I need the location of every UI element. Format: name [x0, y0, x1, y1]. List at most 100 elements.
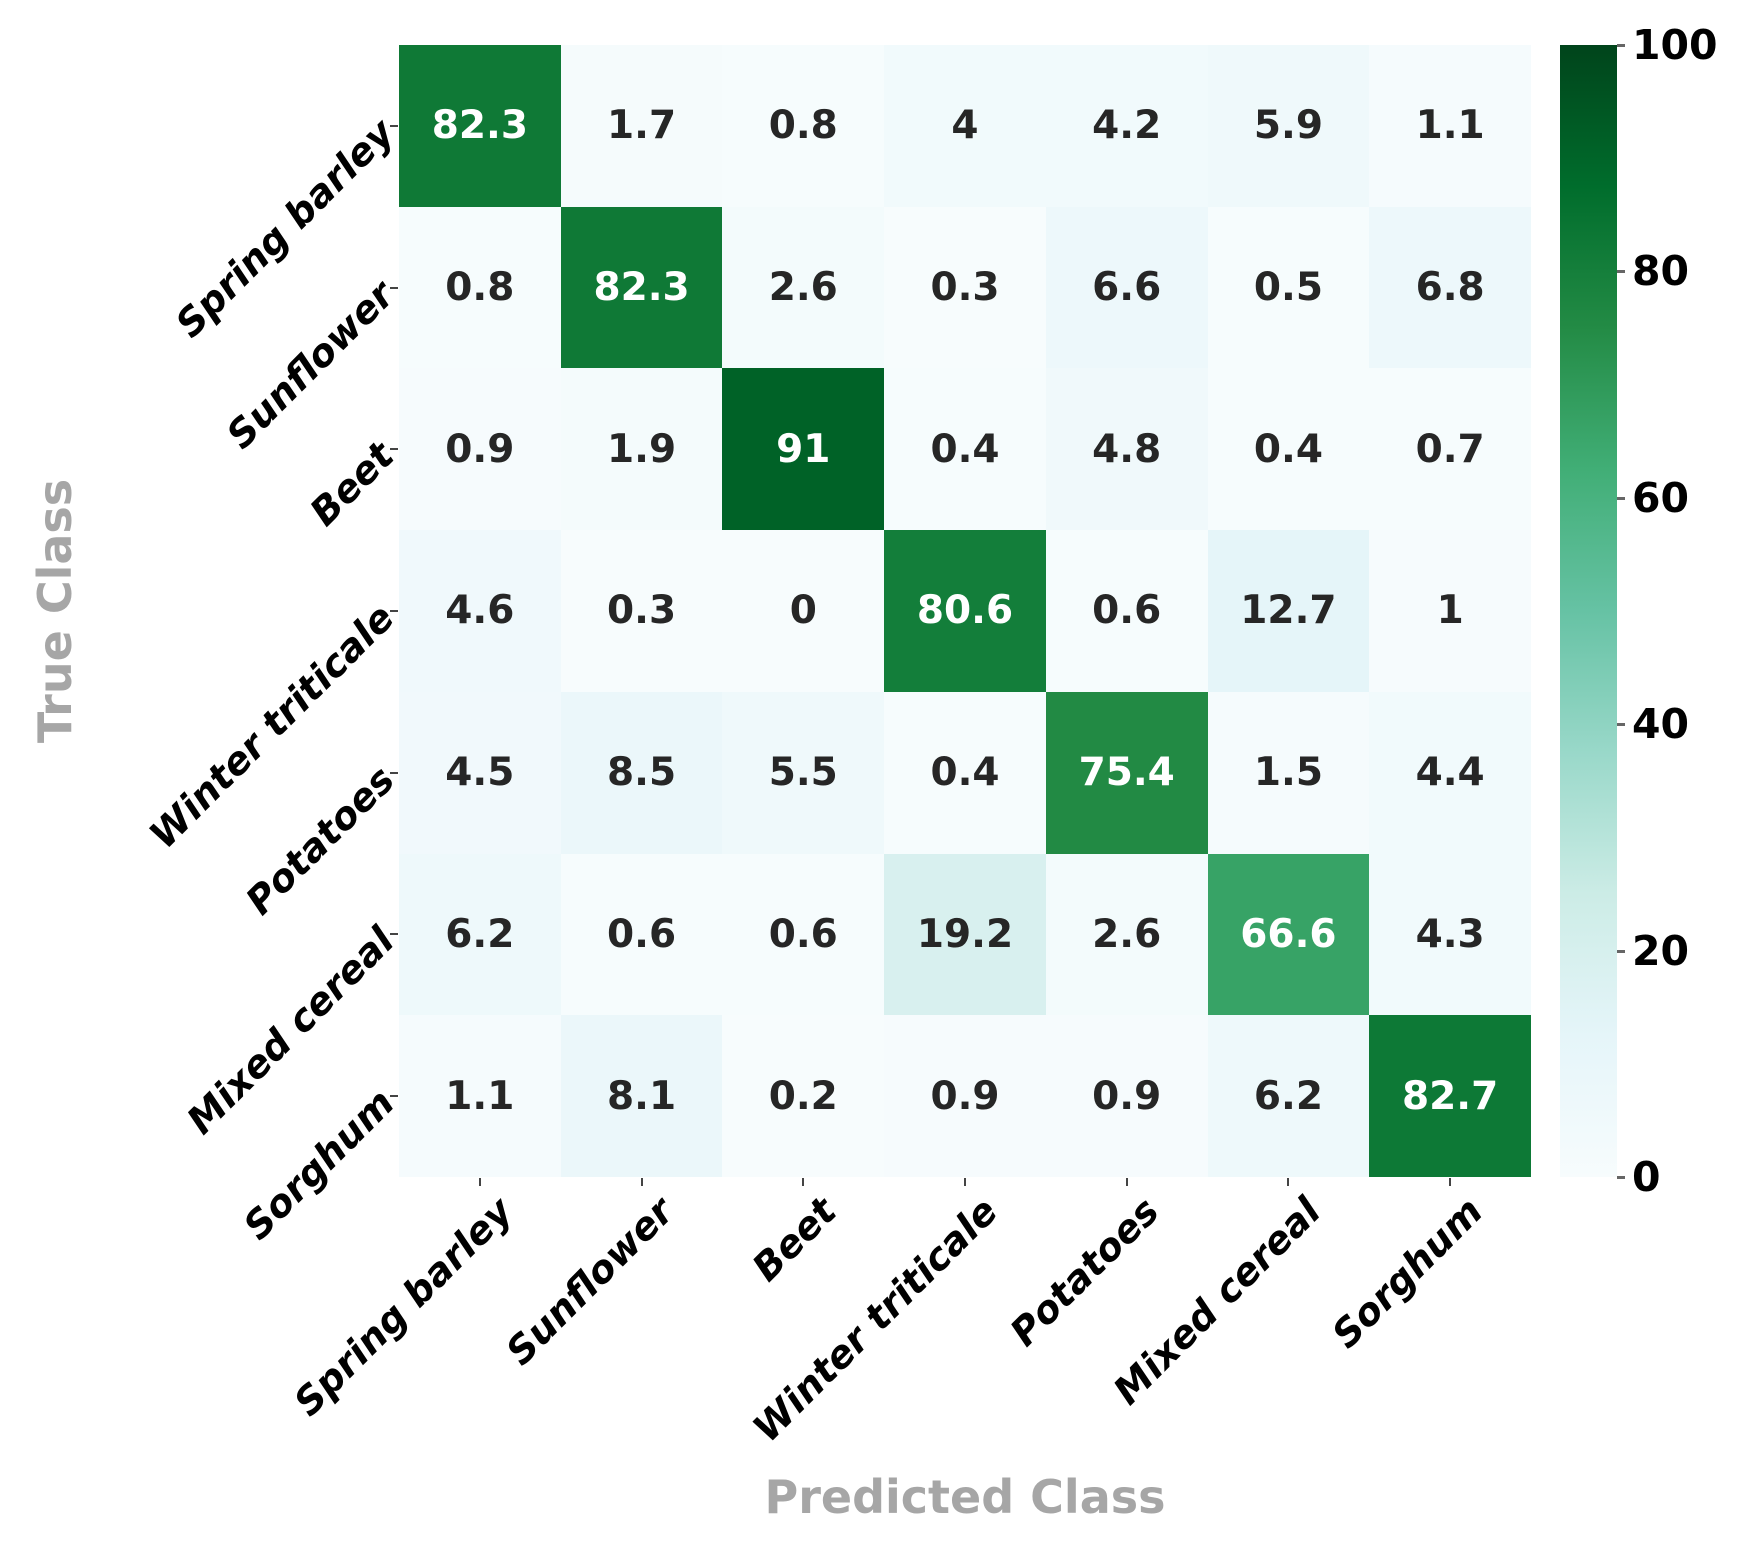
- y-axis-title: True Class: [28, 478, 82, 744]
- cell-value: 66.6: [1240, 911, 1337, 957]
- cell-value: 6.2: [1253, 1073, 1323, 1119]
- cell-value: 2.6: [1092, 911, 1162, 957]
- heatmap-cell: 4.8: [1045, 368, 1208, 531]
- heatmap-cell: 82.3: [560, 206, 723, 369]
- heatmap-cell: 5.5: [722, 691, 885, 854]
- cell-value: 1.1: [445, 1073, 515, 1119]
- y-axis-title-wrap: True Class: [20, 45, 90, 1177]
- colorbar-tick-mark: [1617, 949, 1625, 953]
- y-axis-tick-mark: [390, 610, 398, 612]
- heatmap-grid: 82.3 1.7 0.8 4 4.2 5.9 1.1 0.8 82.3 2.6 0.3 6.6 0.5 6…: [399, 45, 1531, 1177]
- cell-value: 4: [951, 103, 979, 149]
- cell-value: 0.9: [1092, 1073, 1162, 1119]
- heatmap-cell: 82.7: [1369, 1015, 1531, 1177]
- heatmap-cell: 82.3: [399, 45, 561, 207]
- cell-value: 1.7: [607, 103, 677, 149]
- heatmap-cell: 0.3: [884, 206, 1046, 369]
- cell-value: 4.5: [445, 750, 515, 796]
- cell-value: 75.4: [1078, 750, 1175, 796]
- heatmap-cell: 0.6: [560, 853, 723, 1016]
- heatmap-cell: 19.2: [884, 853, 1046, 1016]
- heatmap-cell: 4.6: [399, 530, 561, 692]
- x-axis-tick-mark: [1125, 1178, 1128, 1186]
- heatmap-cell: 0.2: [722, 1015, 885, 1177]
- cell-value: 6.2: [445, 911, 515, 957]
- cell-value: 19.2: [916, 911, 1014, 957]
- heatmap-cell: 0.8: [399, 206, 561, 369]
- heatmap-cell: 2.6: [722, 206, 885, 369]
- cell-value: 0.5: [1253, 265, 1323, 311]
- colorbar: [1560, 45, 1617, 1177]
- y-axis-tick-mark: [390, 124, 398, 127]
- y-tick-label: Sunflower: [217, 272, 403, 457]
- heatmap-cell: 6.2: [399, 853, 561, 1016]
- cell-value: 1: [1436, 588, 1464, 634]
- cell-value: 8.1: [607, 1073, 677, 1119]
- x-tick-label: Potatoes: [1001, 1188, 1168, 1355]
- heatmap-cell: 2.6: [1045, 853, 1208, 1016]
- cell-value: 82.3: [593, 265, 690, 311]
- heatmap-cell: 4.2: [1045, 45, 1208, 207]
- y-axis-tick-mark: [390, 933, 398, 936]
- x-axis-tick-mark: [478, 1178, 481, 1186]
- x-tick-label: Spring barley: [285, 1188, 521, 1425]
- heatmap-cell: 1.1: [399, 1015, 561, 1177]
- heatmap-cell: 0.9: [399, 368, 561, 531]
- colorbar-tick-mark: [1617, 723, 1625, 727]
- heatmap-cell: 0.6: [1045, 530, 1208, 692]
- heatmap-cell: 0.4: [1207, 368, 1370, 531]
- cell-value: 4.6: [445, 588, 515, 634]
- colorbar-tick-label: 20: [1632, 926, 1690, 975]
- cell-value: 0.4: [930, 750, 1000, 796]
- cell-value: 0.3: [930, 265, 1000, 311]
- cell-value: 4.3: [1415, 911, 1485, 957]
- x-tick-label: Beet: [743, 1188, 845, 1290]
- heatmap-cell: 66.6: [1207, 853, 1370, 1016]
- x-axis-tick-mark: [1287, 1178, 1290, 1186]
- y-tick-label: Sorghum: [234, 1080, 403, 1249]
- cell-value: 4.2: [1092, 103, 1162, 149]
- heatmap-cell: 1: [1369, 530, 1531, 692]
- cell-value: 0.6: [1092, 588, 1162, 634]
- cell-value: 0.6: [768, 911, 838, 957]
- cell-value: 0.2: [768, 1073, 838, 1119]
- cell-value: 1.5: [1253, 750, 1323, 796]
- colorbar-tick-mark: [1617, 270, 1625, 274]
- cell-value: 0.8: [768, 103, 838, 149]
- colorbar-tick-mark: [1617, 496, 1625, 500]
- heatmap-cell: 75.4: [1045, 691, 1208, 854]
- cell-value: 0.3: [607, 588, 677, 634]
- heatmap-cell: 6.8: [1369, 206, 1531, 369]
- heatmap-cell: 1.7: [560, 45, 723, 207]
- cell-value: 0.8: [445, 265, 515, 311]
- x-tick-label: Sunflower: [497, 1188, 683, 1374]
- x-tick-label: Sorghum: [1323, 1188, 1492, 1357]
- colorbar-tick-label: 0: [1632, 1153, 1661, 1201]
- heatmap-cell: 0.4: [884, 368, 1046, 531]
- cell-value: 0.9: [930, 1073, 1000, 1119]
- cell-value: 5.9: [1253, 103, 1323, 149]
- colorbar-tick-label: 80: [1632, 247, 1690, 296]
- cell-value: 82.7: [1402, 1073, 1499, 1119]
- y-axis-tick-mark: [390, 1095, 398, 1098]
- heatmap-cell: 1.5: [1207, 691, 1370, 854]
- heatmap-cell: 0.9: [884, 1015, 1046, 1177]
- heatmap-cell: 6.6: [1045, 206, 1208, 369]
- cell-value: 1.1: [1415, 103, 1485, 149]
- heatmap-cell: 0.6: [722, 853, 885, 1016]
- cell-value: 6.6: [1092, 265, 1162, 311]
- cell-value: 5.5: [768, 750, 838, 796]
- heatmap-cell: 8.1: [560, 1015, 723, 1177]
- x-axis-tick-mark: [1449, 1178, 1452, 1186]
- heatmap-cell: 4.3: [1369, 853, 1531, 1016]
- heatmap-cell: 5.9: [1207, 45, 1370, 207]
- colorbar-tick-mark: [1617, 1176, 1625, 1179]
- heatmap-cell: 0.5: [1207, 206, 1370, 369]
- colorbar-tick-label: 40: [1632, 700, 1690, 749]
- heatmap-cell: 6.2: [1207, 1015, 1370, 1177]
- heatmap-cell: 80.6: [884, 530, 1046, 692]
- cell-value: 0.7: [1415, 426, 1485, 472]
- colorbar-tick-mark: [1617, 44, 1625, 47]
- cell-value: 6.8: [1415, 265, 1485, 311]
